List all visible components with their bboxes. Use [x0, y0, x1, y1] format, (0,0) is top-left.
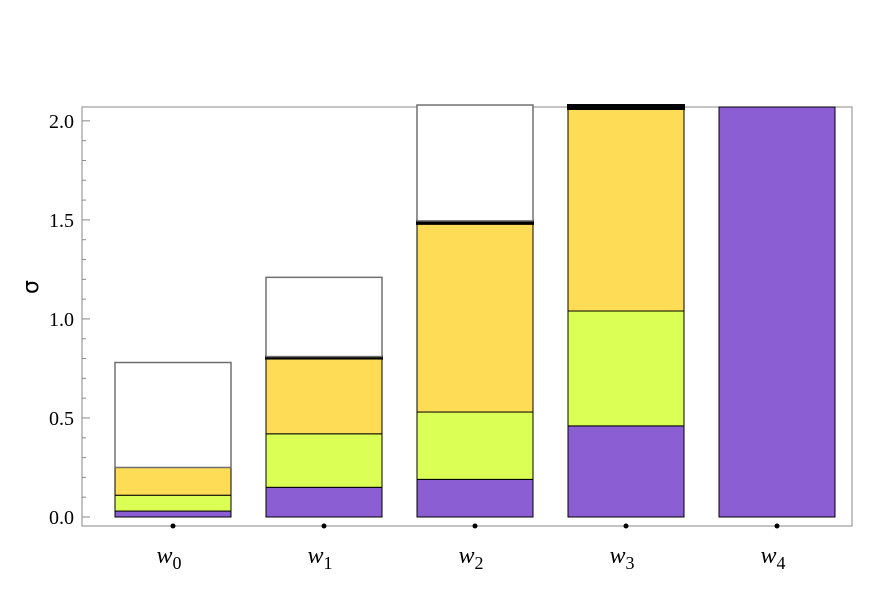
bars-group [114, 104, 836, 518]
bar-segment-w1-series-1 [265, 433, 383, 488]
x-tick-dot [170, 523, 176, 529]
y-axis: 0.0 0.5 1.0 1.5 2.0 [49, 111, 90, 529]
bar-segment-w1-series-0 [265, 486, 383, 518]
bar-segment-w0-series-1 [114, 494, 232, 512]
bar-segment-w2-series-1 [416, 411, 534, 480]
bar-segment-w0-series-4 [114, 361, 232, 469]
x-tick-dot [321, 523, 327, 529]
x-tick-label-w3: w3 [609, 543, 634, 573]
bar-segment-w4-series-0 [718, 106, 836, 518]
bar-segment-w0-series-2 [114, 466, 232, 496]
y-tick-label: 1.5 [49, 210, 74, 232]
x-tick-label-w0: w0 [156, 543, 181, 573]
y-tick-label: 0.5 [49, 408, 74, 430]
x-tick-label-w4: w4 [760, 543, 785, 573]
bar-segment-w3-series-2 [567, 108, 685, 312]
y-tick-label: 0.0 [49, 507, 74, 529]
bar-segment-w2-series-4 [416, 104, 534, 222]
x-tick-dot [774, 523, 780, 529]
bar-segment-w3-series-0 [567, 425, 685, 518]
bar-segment-w0-series-0 [114, 510, 232, 518]
x-tick-dot [472, 523, 478, 529]
bar-segment-w1-series-4 [265, 276, 383, 358]
bar-segment-w3-series-1 [567, 310, 685, 427]
y-tick-label: 2.0 [49, 111, 74, 133]
bar-segment-w2-series-0 [416, 478, 534, 518]
bar-segment-w3-series-3 [567, 104, 685, 110]
x-tick-label-w1: w1 [307, 543, 332, 573]
x-tick-label-w2: w2 [458, 543, 483, 573]
y-axis-label: σ [19, 280, 44, 294]
bar-segment-w1-series-2 [265, 358, 383, 435]
x-axis: w0 w1 w2 w3 w4 [156, 523, 786, 573]
bar-segment-w2-series-2 [416, 223, 534, 413]
x-tick-dot [623, 523, 629, 529]
y-tick-label: 1.0 [49, 309, 74, 331]
